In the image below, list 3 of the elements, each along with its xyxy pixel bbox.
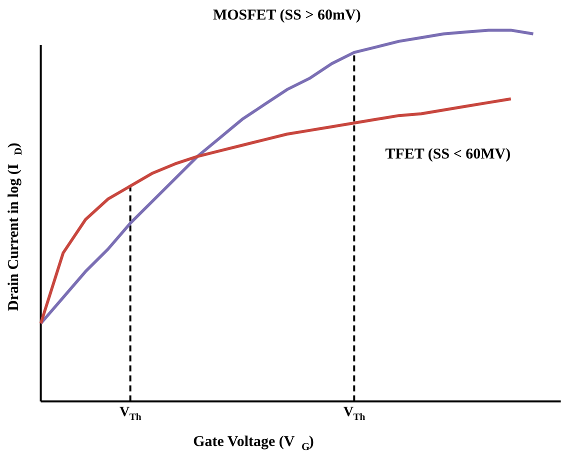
series-label: MOSFET (SS > 60mV) bbox=[212, 7, 361, 24]
y-axis-title: Drain Current in log (ID) bbox=[6, 142, 25, 312]
series-label: TFET (SS < 60MV) bbox=[385, 146, 511, 163]
